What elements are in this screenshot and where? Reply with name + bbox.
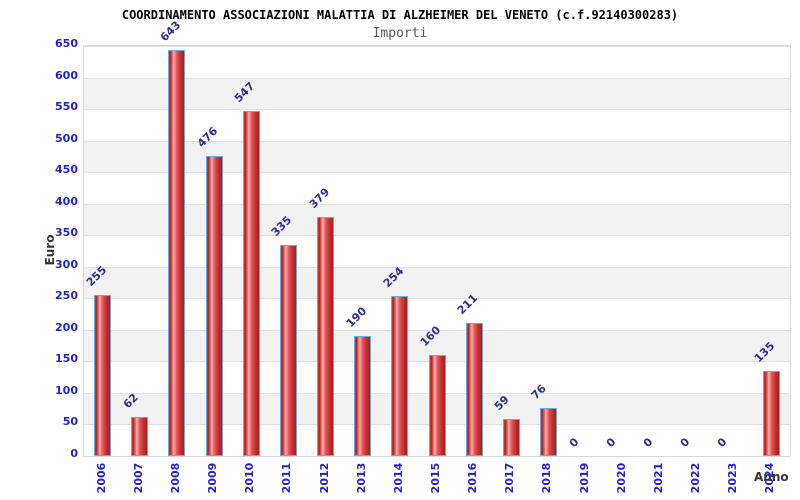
x-tick-label-2015: 2015: [429, 462, 442, 494]
bar-2009: [205, 155, 223, 456]
x-tick-label-2020: 2020: [614, 462, 628, 494]
y-tick-label: 400: [55, 194, 78, 208]
bar-2024: [762, 370, 780, 456]
y-tick-label: 250: [55, 289, 78, 303]
y-tick-label: 500: [55, 131, 78, 145]
x-tick-label-2017: 2017: [503, 462, 517, 494]
bar-2017: [502, 418, 520, 456]
bar-2010: [242, 110, 260, 456]
grid-band: [84, 172, 790, 204]
chart-subtitle: Importi: [372, 26, 428, 41]
x-axis-title: Anno: [754, 470, 789, 484]
bar-2013: [354, 336, 372, 456]
x-tick-label-2007: 2007: [131, 462, 145, 494]
grid-band: [84, 266, 790, 299]
bar-2011: [279, 244, 297, 456]
y-tick-label: 50: [62, 415, 78, 429]
y-tick-label: 650: [55, 37, 78, 50]
grid-band: [84, 109, 790, 141]
chart-title: COORDINAMENTO ASSOCIAZIONI MALATTIA DI A…: [121, 8, 679, 22]
y-tick-label: 100: [55, 383, 78, 397]
bar-2016: [465, 322, 483, 456]
bar-2012: [317, 216, 335, 456]
x-tick-label-2009: 2009: [206, 462, 220, 494]
grid-band: [84, 203, 790, 236]
x-tick-label-2011: 2011: [280, 462, 294, 494]
x-tick-label-2010: 2010: [243, 462, 257, 494]
y-tick-label: 600: [55, 68, 78, 82]
x-tick-label-2018: 2018: [540, 462, 554, 494]
x-tick-label-2019: 2019: [577, 462, 591, 494]
grid-band: [84, 77, 790, 110]
x-tick-label-2021: 2021: [651, 462, 665, 494]
y-tick-label: 200: [55, 320, 78, 334]
x-tick-label-2008: 2008: [168, 462, 182, 494]
bar-2015: [428, 355, 446, 456]
x-tick-label-2013: 2013: [354, 462, 368, 494]
y-tick-label: 550: [55, 100, 78, 114]
bar-2006: [94, 295, 112, 456]
x-tick-label-2006: 2006: [94, 462, 108, 494]
y-tick-label: 450: [55, 163, 78, 177]
bar-2008: [168, 50, 186, 456]
x-tick-label-2016: 2016: [466, 462, 480, 494]
grid-band: [84, 46, 790, 78]
x-tick-label-2012: 2012: [317, 462, 331, 494]
bar-2014: [391, 295, 409, 456]
y-axis-title: Euro: [43, 234, 57, 266]
x-tick-label-2014: 2014: [391, 462, 405, 494]
plot-area: 255 62 643 476 547 335 379 190 254 160 211 59 76 0 0 0 0…: [83, 19, 791, 457]
x-tick-label-2022: 2022: [689, 462, 703, 494]
y-tick-label: 150: [55, 352, 78, 366]
grid-band: [84, 298, 790, 330]
y-tick-label: 300: [55, 257, 78, 271]
bar-2018: [539, 408, 557, 456]
x-tick-label-2023: 2023: [726, 462, 740, 494]
y-tick-label: 0: [70, 447, 78, 460]
grid-band: [84, 235, 790, 267]
y-tick-label: 350: [55, 226, 78, 240]
grid-band: [84, 140, 790, 173]
bar-2007: [131, 416, 149, 456]
